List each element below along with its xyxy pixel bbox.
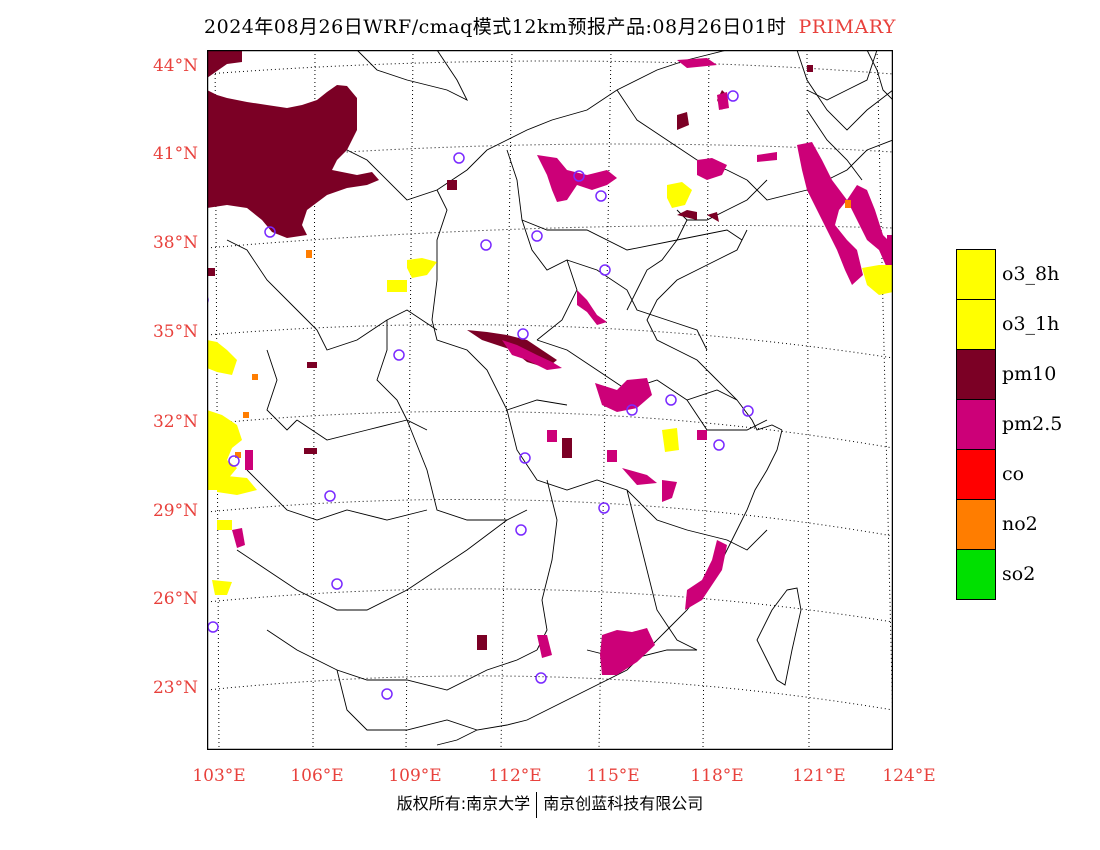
lat-label-29: 29°N <box>152 501 198 521</box>
lon-label-109: 109°E <box>388 766 442 786</box>
station-markers <box>207 90 754 700</box>
lon-label-121: 121°E <box>792 766 846 786</box>
o3-areas <box>207 182 893 595</box>
legend-swatch <box>956 499 996 550</box>
lat-label-41: 41°N <box>152 144 198 164</box>
lat-label-32: 32°N <box>152 412 198 432</box>
coastline <box>436 50 893 746</box>
legend-swatch <box>956 549 996 600</box>
lon-label-112: 112°E <box>488 766 542 786</box>
legend-label: so2 <box>1002 563 1036 585</box>
legend-label: pm2.5 <box>1002 413 1063 435</box>
legend-label: pm10 <box>1002 363 1057 385</box>
lon-label-106: 106°E <box>290 766 344 786</box>
copyright-left: 版权所有:南京大学 <box>396 794 531 813</box>
lat-label-23: 23°N <box>152 678 198 698</box>
legend-label: co <box>1002 463 1025 485</box>
legend-label: o3_1h <box>1002 313 1060 335</box>
legend-swatch <box>956 449 996 500</box>
pm25-areas <box>232 58 893 675</box>
province-boundaries <box>207 50 893 731</box>
footer-divider <box>536 791 538 818</box>
lon-label-124: 124°E <box>882 766 936 786</box>
legend-swatch <box>956 249 996 300</box>
lon-label-115: 115°E <box>586 766 640 786</box>
legend-swatch <box>956 399 996 450</box>
copyright-right: 南京创蓝科技有限公司 <box>543 794 704 813</box>
legend-swatch <box>956 299 996 350</box>
lat-label-38: 38°N <box>152 233 198 253</box>
title-tag: PRIMARY <box>798 16 896 38</box>
lat-label-26: 26°N <box>152 589 198 609</box>
legend-label: no2 <box>1002 513 1038 535</box>
title-main: 2024年08月26日WRF/cmaq模式12km预报产品:08月26日01时 <box>204 16 787 38</box>
lon-label-118: 118°E <box>690 766 744 786</box>
lat-label-44: 44°N <box>152 56 198 76</box>
copyright-footer: 版权所有:南京大学 南京创蓝科技有限公司 <box>0 790 1100 818</box>
lat-label-35: 35°N <box>152 322 198 342</box>
legend-label: o3_8h <box>1002 263 1060 285</box>
pollution-map <box>207 50 893 750</box>
lon-label-103: 103°E <box>192 766 246 786</box>
map-title: 2024年08月26日WRF/cmaq模式12km预报产品:08月26日01时 P… <box>0 12 1100 39</box>
legend-swatch <box>956 349 996 400</box>
no2-spots <box>235 200 851 458</box>
